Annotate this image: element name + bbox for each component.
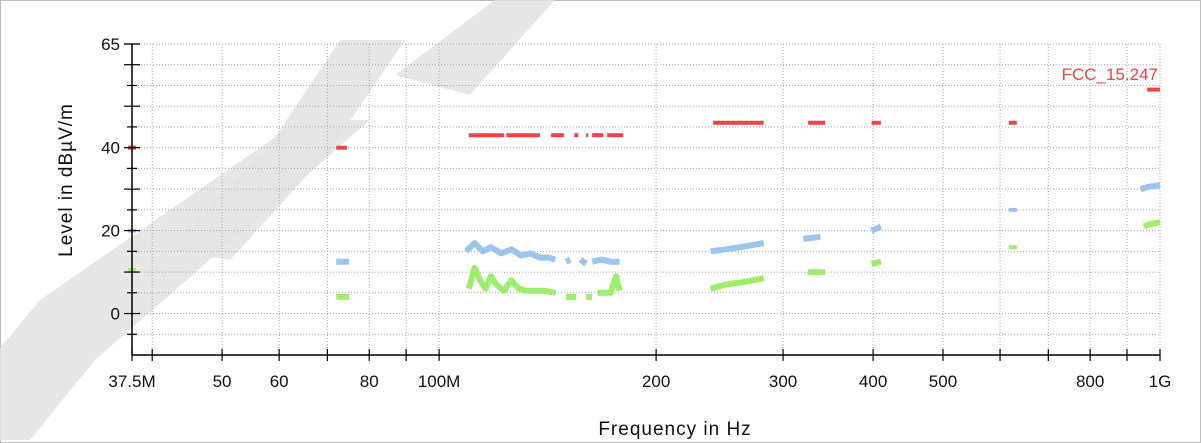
series-2 [128, 219, 1161, 300]
x-tick-label: 400 [859, 372, 887, 391]
y-tick-label: 40 [101, 139, 120, 158]
x-tick-label: 37.5M [108, 372, 155, 391]
y-tick-label: 0 [111, 305, 120, 324]
x-tick-label: 80 [360, 372, 379, 391]
ticks-layer: 37.5M 50 60 80 100M 200 300 400 500 800 1G 0 20 40 65 [101, 35, 1171, 391]
limit-line-label: FCC_15.247 [1062, 65, 1158, 84]
y-tick-label: 20 [101, 222, 120, 241]
series-segment [1139, 182, 1161, 192]
x-tick-label: 50 [213, 372, 232, 391]
x-tick-label: 300 [769, 372, 797, 391]
series-segment [464, 240, 557, 263]
series-1 [128, 182, 1161, 267]
series-segment [709, 275, 765, 292]
y-axis-title: Level in dBµV/m [56, 103, 77, 257]
series-segment [564, 256, 572, 265]
series-segment [870, 258, 882, 267]
series-segment [710, 240, 765, 255]
x-tick-label: 1G [1149, 372, 1172, 391]
series-segment [578, 257, 588, 267]
x-tick-label: 800 [1076, 372, 1104, 391]
x-tick-label: 60 [270, 372, 289, 391]
x-tick-label: 500 [929, 372, 957, 391]
series-segment [466, 264, 556, 296]
series-layer [128, 87, 1161, 300]
watermark [0, 0, 555, 440]
series-segment [802, 233, 821, 242]
grid [131, 43, 1161, 355]
x-tick-label: 200 [642, 372, 670, 391]
x-tick-label: 100M [418, 372, 461, 391]
y-tick-label: 65 [101, 35, 120, 54]
series-segment [870, 223, 883, 234]
x-axis-title: Frequency in Hz [598, 419, 751, 440]
series-segment [1142, 219, 1161, 230]
series-segment [591, 256, 620, 265]
series-0 [128, 87, 1160, 150]
series-segment [597, 273, 623, 296]
axes [124, 43, 1161, 361]
